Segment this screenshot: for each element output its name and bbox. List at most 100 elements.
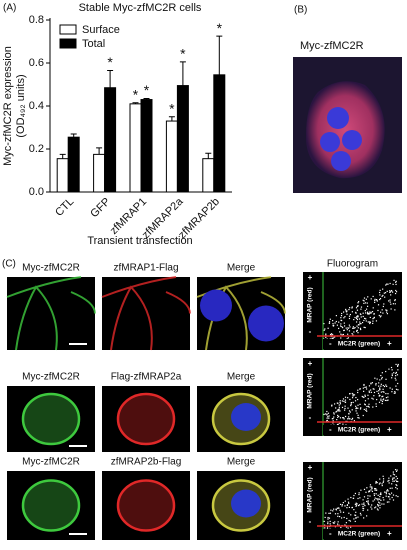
scatter-dot [377, 304, 380, 306]
scatter-dot [369, 484, 372, 486]
nucleus [320, 132, 340, 152]
scatter-dot [366, 410, 368, 412]
scatter-dot [368, 391, 370, 393]
scatter-dot [385, 384, 387, 386]
axis-sign: - [309, 413, 312, 422]
scatter-dot [348, 506, 350, 508]
axis-sign: - [309, 517, 312, 526]
scatter-dot [390, 289, 393, 292]
scatter-dot [354, 316, 356, 319]
scatter-dot [354, 514, 357, 516]
scatter-dot [390, 294, 392, 296]
scatter-dot [396, 480, 398, 483]
scatter-dot [395, 291, 398, 293]
scatter-dot [335, 407, 337, 409]
scatter-dot [366, 312, 369, 314]
scatter-dot [367, 405, 369, 407]
scatter-dot [369, 321, 371, 323]
scatter-dot [386, 283, 388, 285]
scatter-dot [360, 323, 362, 325]
scatter-dot [357, 332, 359, 334]
scatter-dot [371, 508, 373, 510]
scatter-dot [348, 412, 350, 415]
scatter-dot [352, 393, 354, 395]
scatter-dot [340, 526, 342, 529]
error-bar [132, 102, 139, 104]
scatter-dot [378, 501, 380, 503]
scatter-dot [395, 486, 397, 489]
scatter-dot [351, 417, 354, 419]
scatter-dot [360, 316, 362, 318]
scatter-dot [391, 487, 393, 489]
scatter-dot [345, 327, 347, 329]
scatter-dot [385, 493, 387, 495]
scatter-dot [379, 502, 381, 504]
scatter-dot [339, 400, 341, 402]
scatter-dot [344, 396, 347, 398]
micrograph [102, 277, 190, 350]
scatter-dot [363, 300, 365, 302]
scatter-dot [392, 291, 394, 293]
scatter-dot [331, 405, 333, 407]
scatter-dot [356, 305, 358, 307]
scatter-dot [346, 329, 348, 331]
scatter-dot [333, 508, 335, 510]
scatter-dot [383, 303, 385, 305]
scatter-dot [380, 378, 383, 380]
scatter-dot [365, 409, 367, 412]
scatter-dot [370, 298, 372, 300]
scatter-dot [351, 409, 353, 411]
scatter-dot [364, 310, 366, 312]
scatter-dot [339, 401, 341, 404]
scatter-dot [343, 418, 345, 420]
error-bar [168, 116, 175, 122]
scatter-dot [355, 517, 357, 519]
scatter-dot [355, 307, 358, 309]
scatter-dot [352, 401, 354, 404]
scatter-dot [381, 400, 384, 403]
scatter-dot [382, 390, 384, 393]
scatter-dot [328, 321, 331, 323]
scatter-dot [336, 410, 338, 413]
scatter-dot [337, 523, 339, 525]
scatter-dot [385, 284, 387, 286]
scatter-dot [367, 500, 369, 502]
scatter-dot [344, 500, 346, 502]
scatter-dot [338, 321, 340, 323]
scatter-dot [331, 333, 333, 335]
scatter-dot [344, 524, 346, 526]
scatter-dot [347, 337, 349, 339]
bar [129, 103, 142, 193]
scatter-dot [364, 395, 366, 397]
scatter-dot [373, 391, 376, 394]
scatter-dot [376, 378, 378, 380]
scatter-dot [381, 372, 383, 374]
scatter-dot [390, 492, 393, 494]
scatter-dot [380, 399, 382, 402]
scatter-dot [388, 477, 390, 479]
scatter-dot [385, 495, 387, 497]
scatter-dot [347, 397, 349, 399]
scatter-dot [346, 507, 348, 509]
image-label: zfMRAP2b-Flag [111, 457, 182, 468]
scatter-dot [363, 326, 365, 328]
scatter-dot [364, 504, 366, 507]
scatter-dot [355, 317, 358, 319]
scatter-dot [391, 369, 393, 371]
cell [23, 394, 79, 444]
scatter-dot [382, 480, 385, 482]
scatter-dot [352, 497, 354, 499]
cell-outline [211, 392, 271, 446]
scatter-dot [375, 480, 377, 483]
scatter-dot [358, 492, 360, 494]
axis-sign: + [387, 529, 392, 538]
scatter-dot [332, 325, 335, 327]
scatter-dot [383, 391, 385, 393]
scatter-dot [365, 298, 367, 300]
scatter-dot [391, 388, 393, 390]
scatter-dot [391, 391, 393, 393]
scatter-dot [338, 406, 340, 408]
scatter-dot [391, 478, 394, 480]
scatter-dot [355, 321, 358, 323]
x-axis-label: Transient transfection [87, 235, 192, 247]
